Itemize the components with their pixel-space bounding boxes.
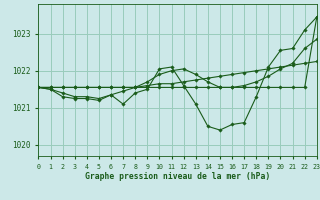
X-axis label: Graphe pression niveau de la mer (hPa): Graphe pression niveau de la mer (hPa): [85, 172, 270, 181]
